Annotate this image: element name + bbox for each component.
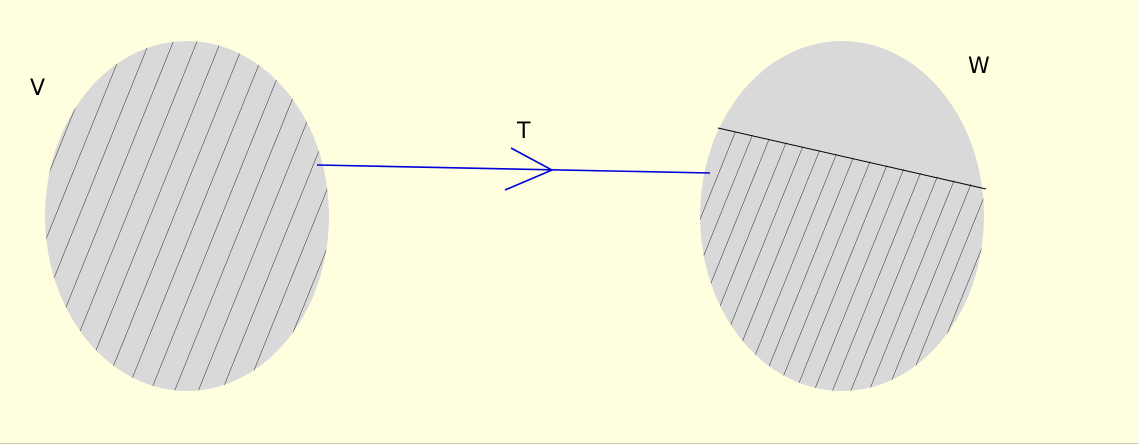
image-boundary xyxy=(717,127,987,190)
codomain-label: W xyxy=(968,54,990,79)
domain-hatching xyxy=(45,41,329,391)
map-arrow xyxy=(316,164,711,174)
domain-label: V xyxy=(30,76,45,101)
map-label: T xyxy=(516,119,531,144)
arrow-head xyxy=(504,147,554,191)
